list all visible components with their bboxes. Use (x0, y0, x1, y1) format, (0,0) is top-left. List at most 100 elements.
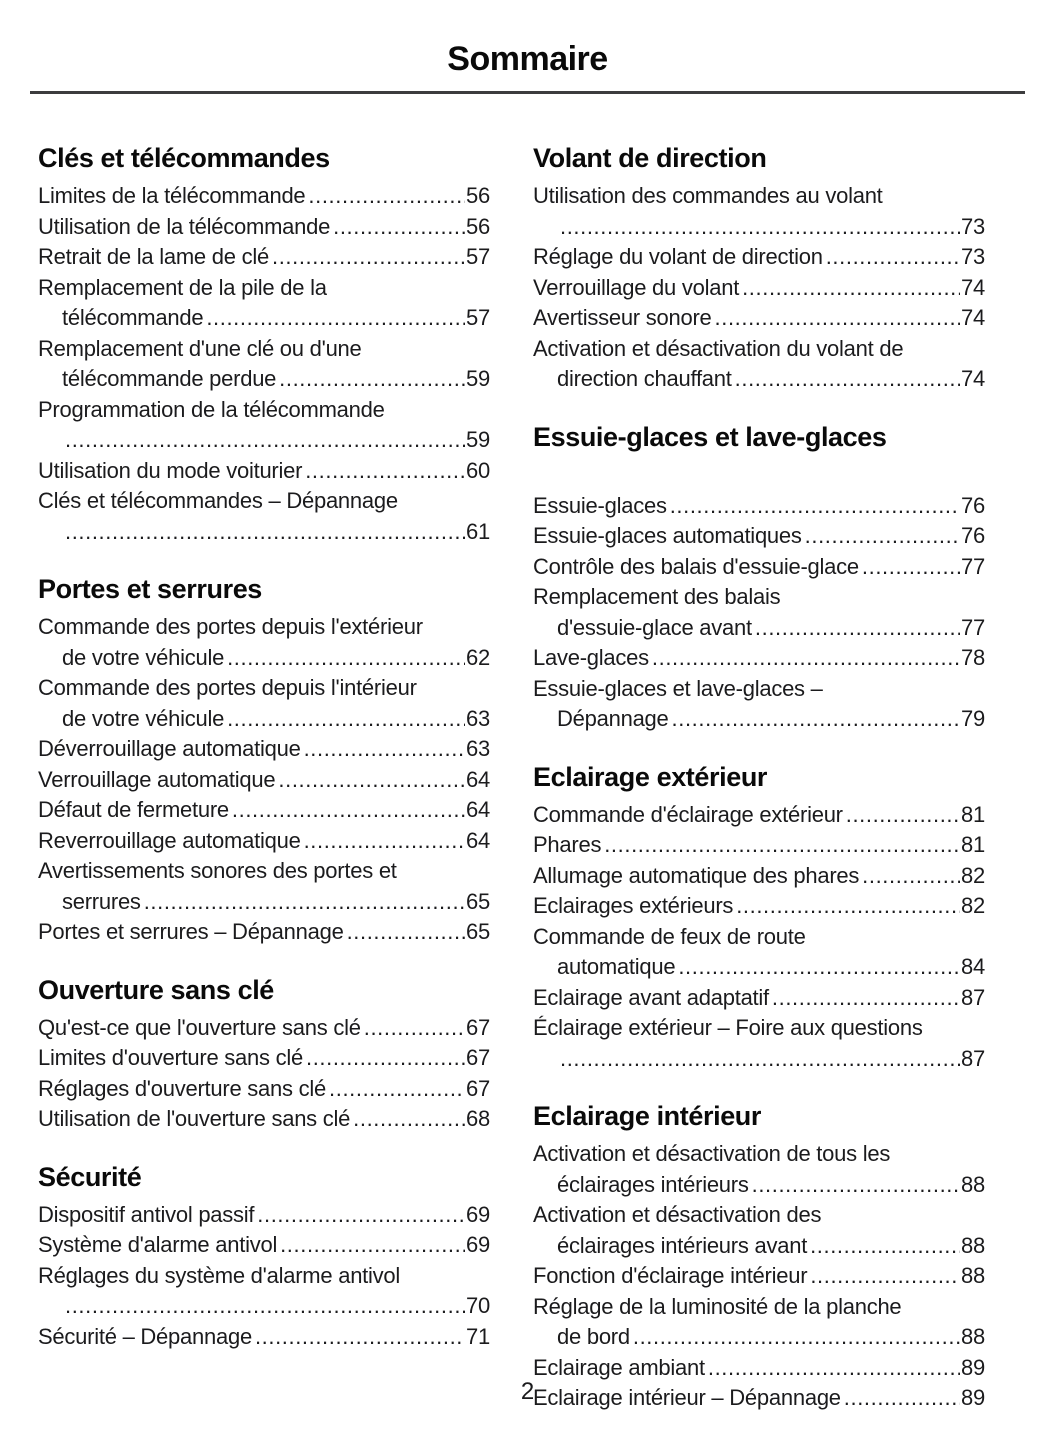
dot-leader (302, 456, 465, 487)
toc-entry-line: Réglages du système d'alarme antivol (38, 1262, 401, 1288)
toc-entry-text: Phares (533, 832, 602, 857)
toc-entry-line: Retrait de la lame de clé 57 (38, 242, 490, 273)
toc-entry-text: éclairages intérieurs avant (557, 1232, 808, 1258)
toc-entry-line: de votre véhicule 63 (38, 704, 490, 735)
toc-entry-line: Remplacement de la pile de la (38, 274, 327, 300)
toc-entry-text: de votre véhicule (62, 644, 225, 670)
toc-entry-page-number: 63 (466, 736, 490, 761)
toc-section: Clés et télécommandes Limites de la téléc… (38, 142, 490, 547)
toc-entry-line: Sécurité – Dépannage 71 (38, 1322, 490, 1353)
toc-entry-text: Limites d'ouverture sans clé (38, 1045, 303, 1070)
toc-entry-page-number: 57 (466, 244, 490, 269)
toc-entry: Commande des portes depuis l'extérieur de… (38, 612, 490, 673)
toc-entry-text: Reverrouillage automatique (38, 827, 301, 853)
dot-leader (277, 1230, 465, 1261)
dot-leader (224, 643, 465, 674)
toc-entry-line: éclairages intérieurs avant 88 (533, 1231, 985, 1262)
toc-entry-text: d'essuie-glace avant (557, 614, 752, 640)
dot-leader (669, 704, 960, 735)
toc-entry-line: d'essuie-glace avant 77 (533, 613, 985, 644)
dot-leader (733, 891, 960, 922)
toc-entry-line: Fonction d'éclairage intérieur 88 (533, 1261, 985, 1292)
toc-section: Volant de direction Utilisation des comma… (533, 142, 985, 395)
toc-entry-page-number: 88 (961, 1232, 985, 1258)
toc-entry-page-number: 59 (466, 427, 490, 452)
toc-entry-page-number: 88 (961, 1171, 985, 1197)
header-rule (30, 91, 1025, 94)
dot-leader (675, 952, 960, 983)
toc-entry-line: Lave-glaces 78 (533, 643, 985, 674)
dot-leader (769, 983, 960, 1014)
dot-leader (62, 1291, 465, 1322)
toc-entry-line: Eclairage intérieur – Dépannage 89 (533, 1383, 985, 1414)
toc-entry-line: Essuie-glaces automatiques 76 (533, 521, 985, 552)
toc-entry-line: Activation et désactivation de tous les (533, 1141, 891, 1166)
toc-entry-line: Utilisation des commandes au volant (533, 183, 883, 208)
toc-entry-page-number: 73 (961, 213, 985, 239)
toc-entry-text: Commande d'éclairage extérieur (533, 801, 843, 827)
toc-entry-line: Contrôle des balais d'essuie-glace 77 (533, 552, 985, 583)
toc-entry-line: Utilisation de la télécommande 56 (38, 212, 490, 243)
toc-entry-page-number: 84 (961, 954, 985, 979)
toc-entry-line: serrures 65 (38, 887, 490, 918)
toc-entry-line: Déverrouillage automatique 63 (38, 734, 490, 765)
toc-entry-line: Dépannage 79 (533, 704, 985, 735)
toc-entry-text: Dispositif antivol passif (38, 1201, 255, 1227)
toc-entry: Verrouillage automatique 64 (38, 765, 490, 796)
toc-entry-page-number: 74 (961, 274, 985, 300)
toc-entry-page-number: 56 (466, 213, 490, 239)
toc-entry-line: Qu'est-ce que l'ouverture sans clé 67 (38, 1013, 490, 1044)
toc-entry-text: Essuie-glaces automatiques (533, 523, 802, 548)
page-header: Sommaire (0, 0, 1055, 94)
toc-entry-page-number: 64 (466, 766, 490, 792)
toc-entry: Verrouillage du volant 74 (533, 273, 985, 304)
dot-leader (301, 826, 465, 857)
toc-entry-page-number: 69 (466, 1201, 490, 1227)
toc-entry: Déverrouillage automatique 63 (38, 734, 490, 765)
toc-entry-line: Essuie-glaces 76 (533, 491, 985, 522)
toc-entry-line: Limites de la télécommande 56 (38, 181, 490, 212)
toc-entry-page-number: 57 (466, 305, 490, 330)
toc-entry: Limites de la télécommande 56 (38, 181, 490, 212)
toc-entry-text: Réglages d'ouverture sans clé (38, 1075, 327, 1101)
toc-entry-page-number: 81 (961, 832, 985, 857)
toc-entry-page-number: 67 (466, 1014, 490, 1040)
toc-entry-line: Défaut de fermeture 64 (38, 795, 490, 826)
dot-leader (807, 1261, 960, 1292)
toc-entry: Réglages d'ouverture sans clé 67 (38, 1074, 490, 1105)
toc-entry-text: Essuie-glaces (533, 492, 667, 518)
toc-entry-page-number: 65 (466, 888, 490, 914)
section-title: Volant de direction (533, 143, 767, 173)
toc-entry: Commande de feux de route automatique 84 (533, 922, 985, 983)
dot-leader (557, 212, 960, 243)
toc-entry-page-number: 76 (961, 523, 985, 548)
toc-entry-line: Système d'alarme antivol 69 (38, 1230, 490, 1261)
dot-leader (843, 800, 960, 831)
toc-entry-line: de bord 88 (533, 1322, 985, 1353)
toc-entry-page-number: 59 (466, 366, 490, 391)
toc-entry-line: Utilisation de l'ouverture sans clé 68 (38, 1104, 490, 1135)
toc-entry-text: Eclairages extérieurs (533, 893, 734, 918)
toc-entry-text: Eclairage ambiant (533, 1354, 705, 1380)
toc-entry-page-number: 74 (961, 366, 985, 391)
toc-entry-page-number: 87 (961, 984, 985, 1010)
toc-entry-text: Allumage automatique des phares (533, 862, 860, 888)
toc-entry-page-number: 70 (466, 1293, 490, 1318)
toc-entry-line: Portes et serrures – Dépannage 65 (38, 917, 490, 948)
toc-entry-page-number: 88 (961, 1263, 985, 1288)
toc-entry-page-number: 65 (466, 919, 490, 944)
dot-leader (229, 795, 465, 826)
toc-entry-line: Reverrouillage automatique 64 (38, 826, 490, 857)
dot-leader (557, 1044, 960, 1075)
dot-leader (732, 364, 960, 395)
dot-leader (344, 917, 465, 948)
toc-section: Eclairage extérieur Commande d'éclairage … (533, 761, 985, 1075)
section-title: Clés et télécommandes (38, 143, 330, 173)
dot-leader (303, 1043, 465, 1074)
toc-column-left: Clés et télécommandes Limites de la téléc… (38, 142, 490, 1414)
toc-entry-page-number: 77 (961, 614, 985, 640)
toc-entry-page-number: 68 (466, 1106, 490, 1131)
toc-entry: Éclairage extérieur – Foire aux question… (533, 1013, 985, 1074)
dot-leader (749, 1170, 960, 1201)
toc-entry-text: Avertisseur sonore (533, 305, 712, 330)
